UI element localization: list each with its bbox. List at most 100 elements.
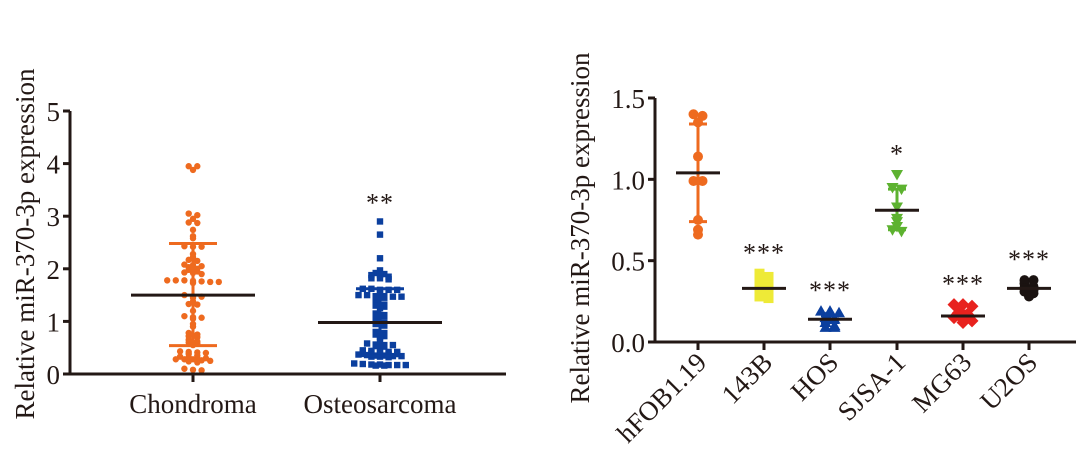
right-chart: Relative miR-370-3p expression 0.0 0.5 1.0…: [565, 52, 1076, 448]
data-point: [372, 342, 379, 350]
x-tick-label: MG63: [906, 347, 977, 418]
data-point: [385, 353, 392, 361]
data-point: [181, 312, 188, 320]
data-point: [368, 349, 375, 357]
data-point: [368, 275, 375, 282]
data-point: [185, 300, 192, 308]
data-point: [385, 276, 392, 283]
data-point: [376, 255, 384, 262]
series-sjsa-1: *: [875, 139, 919, 238]
data-point: [891, 169, 903, 181]
data-point: [965, 314, 979, 328]
x-tick-label: SJSA-1: [832, 347, 912, 427]
data-point: [688, 175, 699, 186]
data-point: [372, 331, 379, 338]
data-point: [389, 341, 397, 349]
data-point: [381, 312, 388, 320]
data-point: [819, 321, 832, 332]
data-point: [376, 267, 384, 274]
data-point: [176, 348, 184, 355]
data-point: [194, 359, 201, 366]
significance-label: *: [890, 139, 904, 168]
data-point: [381, 294, 388, 301]
data-point: [763, 293, 774, 304]
data-point: [198, 367, 205, 374]
data-point: [385, 361, 392, 369]
data-point: [194, 301, 201, 308]
data-point: [402, 361, 409, 369]
data-point: [172, 356, 179, 363]
data-point: [215, 278, 222, 286]
data-point: [754, 268, 765, 279]
series-143b: ***: [742, 239, 786, 304]
data-point: [381, 362, 388, 369]
data-point: [164, 277, 171, 284]
data-point: [697, 175, 708, 186]
data-point: [198, 314, 205, 321]
series-osteosarcoma: **: [318, 188, 442, 369]
right-data-marks: *************: [676, 109, 1051, 332]
left-x-axis-ticks: Chondroma Osteosarcoma: [129, 374, 456, 419]
data-point: [185, 219, 192, 226]
data-point: [693, 229, 703, 240]
series-u2os: ***: [1007, 245, 1051, 302]
data-point: [189, 226, 197, 234]
y-tick-label: 4: [47, 150, 61, 180]
data-point: [359, 349, 366, 356]
data-point: [194, 163, 201, 170]
data-point: [381, 332, 388, 340]
data-point: [185, 210, 192, 217]
data-point: [372, 294, 379, 301]
series-hfob1-19: [676, 109, 720, 240]
data-point: [824, 305, 836, 316]
data-point: [185, 256, 192, 264]
data-point: [398, 293, 405, 300]
data-point: [381, 270, 388, 278]
significance-label: **: [366, 188, 394, 217]
y-tick-label: 5: [47, 97, 61, 127]
data-point: [372, 362, 379, 369]
data-point: [381, 322, 388, 329]
left-y-axis-ticks: 0 1 2 3 4 5: [47, 97, 70, 390]
x-tick-label: Chondroma: [129, 389, 257, 419]
data-point: [198, 243, 205, 250]
x-tick-label: 143B: [716, 347, 779, 410]
data-point: [198, 278, 205, 285]
y-tick-label: 1: [47, 307, 61, 337]
x-tick-label: HOS: [785, 347, 844, 406]
data-point: [189, 235, 197, 242]
data-point: [376, 361, 384, 368]
y-tick-label: 0.5: [611, 247, 645, 277]
significance-label: ***: [809, 276, 851, 305]
x-tick-label: hFOB1.19: [611, 347, 712, 448]
significance-label: ***: [743, 239, 785, 268]
significance-label: ***: [1008, 245, 1050, 274]
data-point: [189, 166, 197, 174]
data-point: [185, 163, 192, 170]
data-point: [828, 321, 841, 332]
x-tick-label: U2OS: [974, 347, 1043, 416]
data-point: [372, 320, 379, 328]
series-chondroma: [131, 163, 255, 374]
data-point: [189, 366, 197, 373]
data-point: [1024, 291, 1034, 302]
data-point: [815, 305, 827, 316]
data-point: [359, 360, 366, 368]
data-point: [376, 231, 384, 238]
right-y-axis-ticks: 0.0 0.5 1.0 1.5: [611, 84, 655, 358]
data-point: [181, 277, 188, 284]
data-point: [172, 277, 179, 284]
significance-label: ***: [942, 270, 984, 299]
data-point: [194, 219, 201, 227]
data-point: [947, 311, 961, 325]
data-point: [181, 269, 188, 276]
data-point: [389, 293, 397, 300]
data-point: [363, 340, 371, 347]
data-point: [181, 365, 188, 372]
x-tick-label: Osteosarcoma: [304, 389, 457, 419]
data-point: [207, 357, 214, 365]
data-point: [372, 312, 379, 320]
left-y-axis-title: Relative miR-370-3p expression: [10, 68, 40, 419]
right-y-axis-title: Relative miR-370-3p expression: [565, 52, 595, 403]
